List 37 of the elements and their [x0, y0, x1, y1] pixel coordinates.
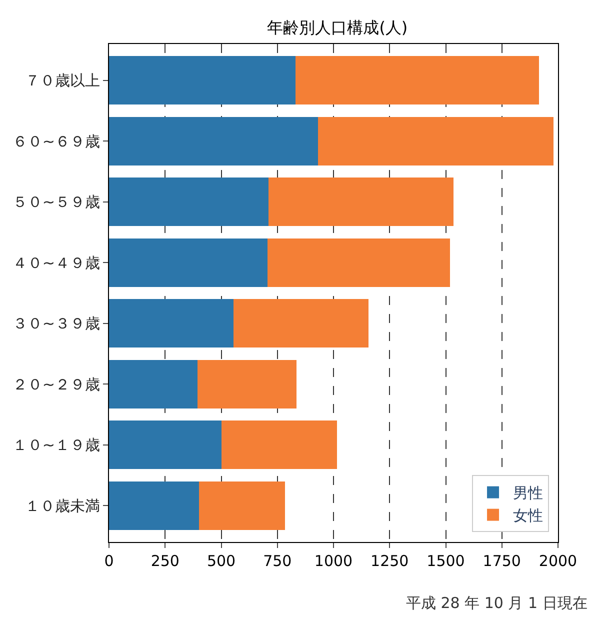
bar: [109, 481, 199, 530]
x-tick-label: 1250: [370, 552, 409, 570]
bar: [198, 360, 296, 408]
bar: [109, 420, 222, 470]
y-tick-label: １０~１９歳: [12, 436, 100, 454]
bar: [109, 116, 318, 166]
bar: [109, 360, 198, 408]
y-tick-label: １０歳未満: [25, 496, 100, 515]
bar: [318, 116, 554, 166]
legend-label: 男性: [513, 484, 544, 502]
bar: [221, 420, 337, 470]
x-tick-label: 750: [263, 552, 292, 570]
bar: [267, 238, 450, 287]
chart-title: 年齢別人口構成(人): [267, 18, 408, 37]
x-tick-label: 0: [104, 552, 114, 570]
x-tick-label: 250: [150, 552, 180, 570]
y-tick-label: ４０~４９歳: [12, 254, 100, 272]
text: 平成 28 年 10 月 1 日現在: [406, 594, 588, 612]
bar: [234, 299, 368, 348]
bar: [109, 238, 268, 287]
bar: [198, 481, 286, 530]
bar: [295, 56, 539, 105]
bar: [109, 299, 234, 348]
bar: [268, 178, 454, 226]
y-tick-label: ３０~３９歳: [12, 314, 100, 333]
x-tick-label: 1750: [482, 552, 521, 570]
x-tick-label: 2000: [538, 552, 578, 570]
legend-label: 女性: [513, 506, 544, 525]
bar: [109, 178, 268, 226]
x-tick-label: 1500: [426, 552, 465, 570]
y-tick-label: ６０~６９歳: [12, 132, 100, 150]
x-tick-label: 1000: [314, 552, 353, 570]
y-tick-label: ７０歳以上: [25, 72, 100, 90]
bar: [109, 56, 296, 105]
x-tick-label: 500: [206, 552, 236, 570]
y-tick-label: ５０~５９歳: [12, 193, 100, 212]
y-tick-label: ２０~２９歳: [12, 375, 100, 394]
